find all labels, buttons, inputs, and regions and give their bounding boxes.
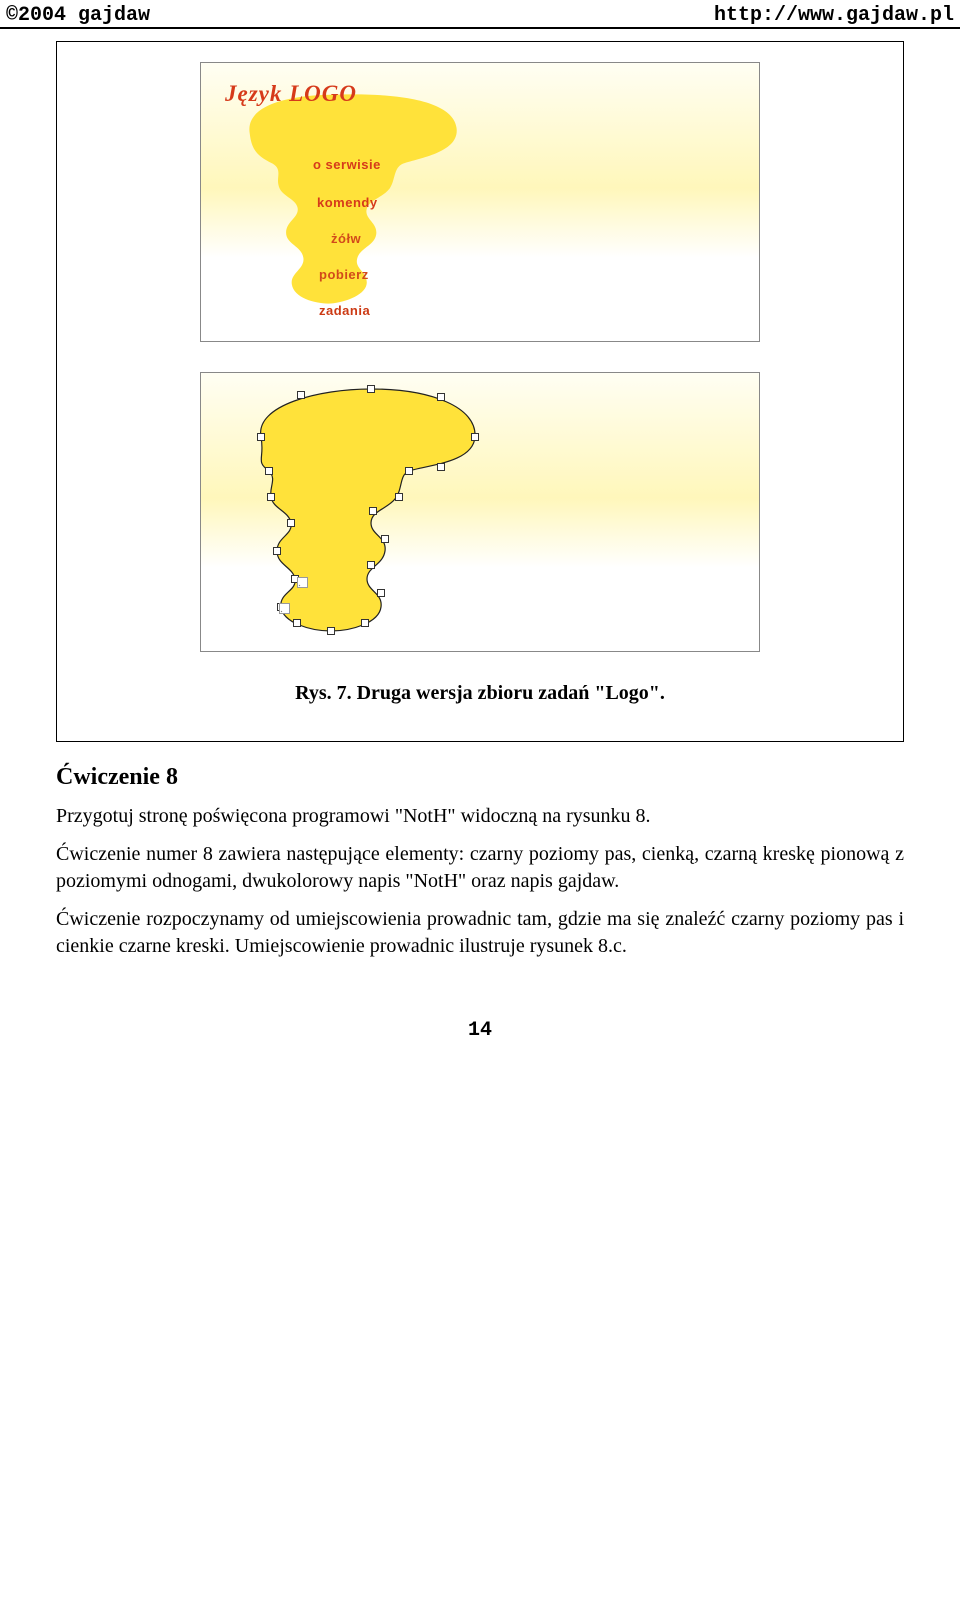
exercise-heading: Ćwiczenie 8 xyxy=(56,764,904,791)
bezier-node xyxy=(288,520,295,527)
edit-node-icon xyxy=(297,577,308,588)
exercise-para-1: Przygotuj stronę poświęcona programowi "… xyxy=(56,803,904,829)
figure-1-wrap: Język LOGO o serwisie komendy żółw pobierz z… xyxy=(81,62,879,342)
bezier-node xyxy=(268,494,275,501)
bezier-node xyxy=(382,536,389,543)
logo-menu-item: żółw xyxy=(331,231,361,246)
figure-1: Język LOGO o serwisie komendy żółw pobierz z… xyxy=(200,62,760,342)
header-url: http://www.gajdaw.pl xyxy=(714,4,954,27)
figure-caption: Rys. 7. Druga wersja zbioru zadań "Logo"… xyxy=(81,682,879,705)
outline-blob-shape xyxy=(221,379,501,649)
bezier-node xyxy=(378,590,385,597)
bezier-node xyxy=(368,562,375,569)
bezier-node xyxy=(274,548,281,555)
logo-title: Język LOGO xyxy=(225,81,357,107)
bezier-node xyxy=(370,508,377,515)
logo-menu-item: o serwisie xyxy=(313,157,381,172)
bezier-node xyxy=(406,468,413,475)
copyright-text: ©2004 gajdaw xyxy=(6,4,150,27)
header-bar: ©2004 gajdaw http://www.gajdaw.pl xyxy=(0,0,960,29)
bezier-node xyxy=(328,628,335,635)
bezier-node xyxy=(472,434,479,441)
bezier-node xyxy=(362,620,369,627)
figure-2 xyxy=(200,372,760,652)
logo-menu-item: pobierz xyxy=(319,267,369,282)
bezier-node xyxy=(438,394,445,401)
logo-menu-item: komendy xyxy=(317,195,378,210)
exercise-para-2: Ćwiczenie numer 8 zawiera następujące el… xyxy=(56,841,904,894)
figures-frame: Język LOGO o serwisie komendy żółw pobierz z… xyxy=(56,41,904,742)
bezier-node xyxy=(368,386,375,393)
bezier-node xyxy=(258,434,265,441)
figure-2-wrap xyxy=(81,372,879,652)
page-number: 14 xyxy=(0,1019,960,1072)
bezier-node xyxy=(266,468,273,475)
logo-menu-item: zadania xyxy=(319,303,370,318)
exercise-para-3: Ćwiczenie rozpoczynamy od umiejscowienia… xyxy=(56,906,904,959)
bezier-node xyxy=(294,620,301,627)
bezier-node xyxy=(298,392,305,399)
bezier-node xyxy=(396,494,403,501)
edit-node-icon xyxy=(279,603,290,614)
bezier-node xyxy=(438,464,445,471)
